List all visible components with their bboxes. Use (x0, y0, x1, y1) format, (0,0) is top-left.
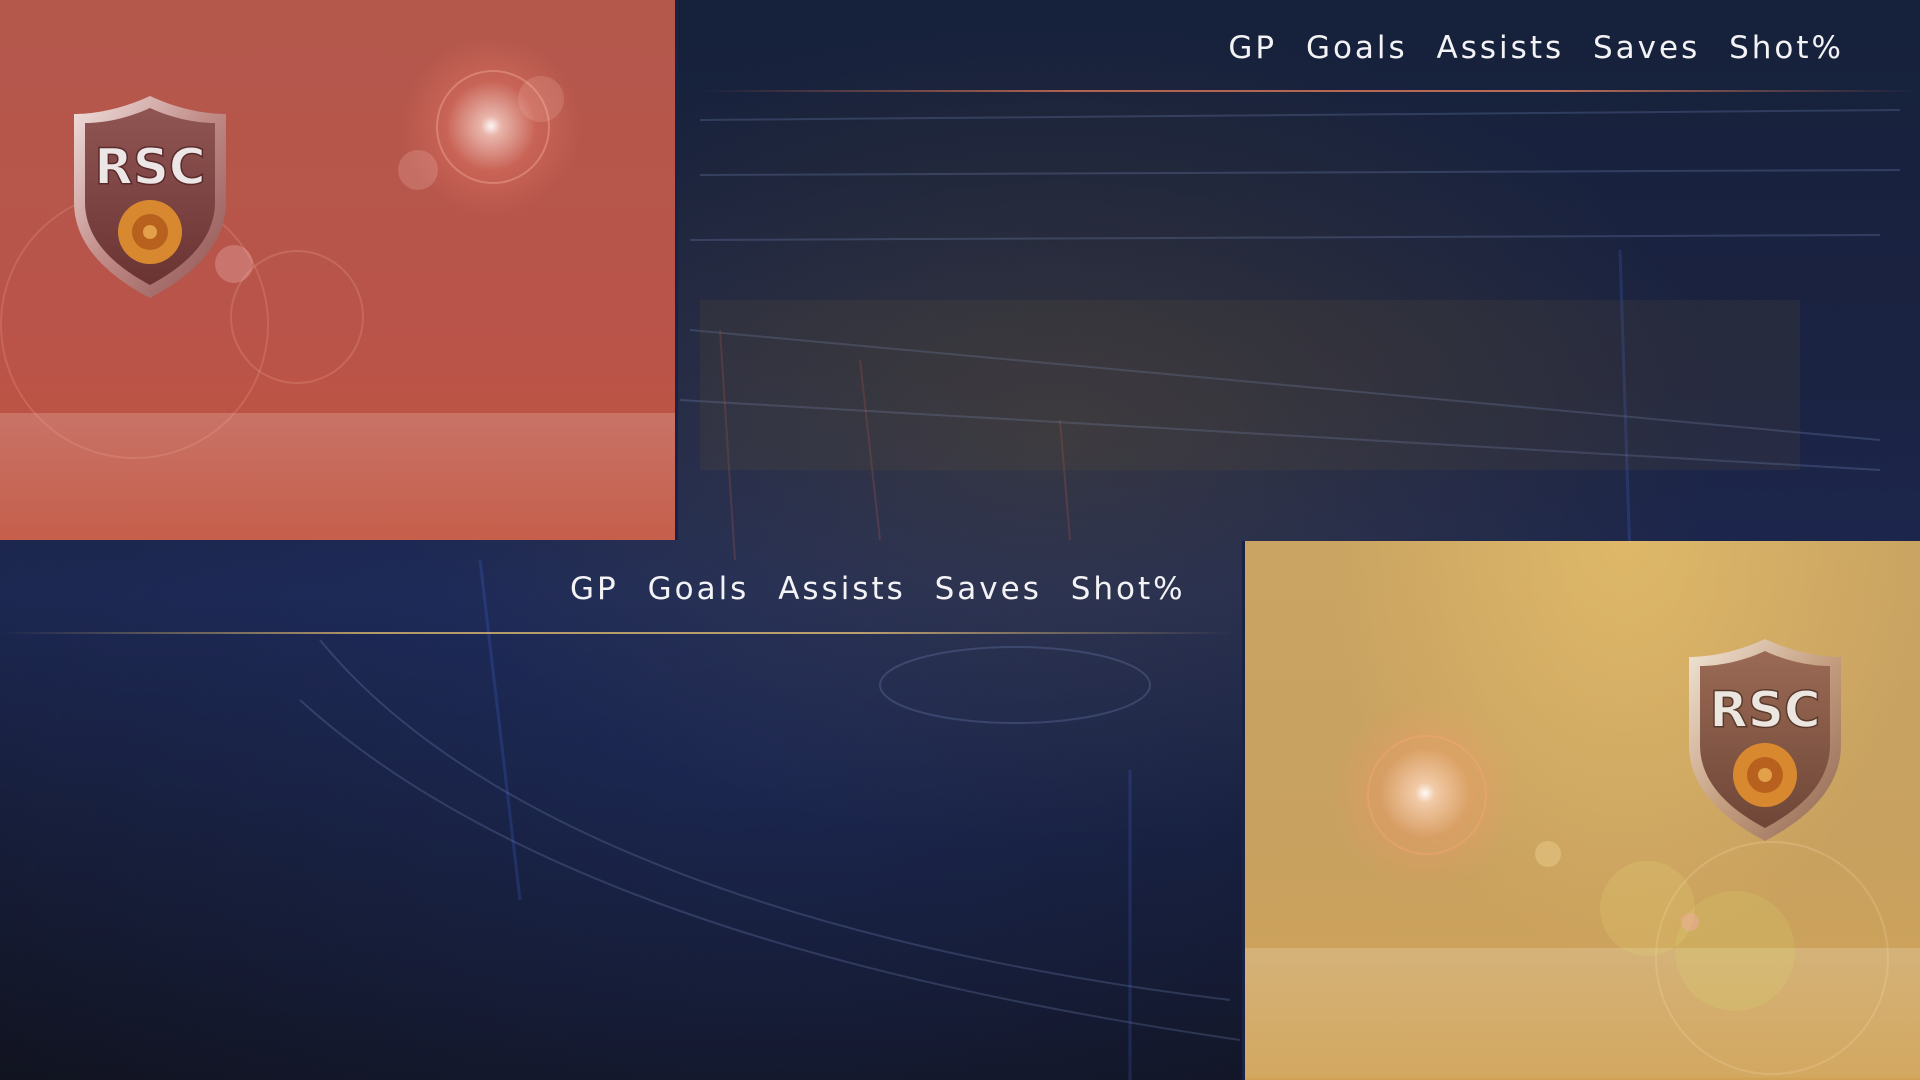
shield-logo-text: RSC (1709, 681, 1820, 739)
stats-header-top: GP Goals Assists Saves Shot% (1228, 30, 1844, 66)
lens-flare-orb (1675, 891, 1795, 1011)
header-shot-pct: Shot% (1070, 571, 1186, 607)
header-gp: GP (570, 571, 619, 607)
shield-logo-text: RSC (94, 138, 205, 196)
lens-flare-orb (518, 76, 564, 122)
lens-flare-orb (1600, 861, 1695, 956)
header-gp: GP (1228, 30, 1278, 66)
lens-flare-orb (1655, 841, 1889, 1075)
header-goals: Goals (647, 571, 750, 607)
stats-header-bottom: GP Goals Assists Saves Shot% (570, 571, 1186, 607)
team-panel-red: RSC (0, 0, 678, 540)
header-saves: Saves (934, 571, 1042, 607)
lens-flare-orb (1681, 913, 1699, 931)
team-panel-gold: RSC (1242, 541, 1920, 1080)
lens-flare-ring (436, 70, 550, 184)
header-shot-pct: Shot% (1729, 30, 1844, 66)
header-divider-top (700, 90, 1920, 92)
header-assists: Assists (778, 571, 906, 607)
header-saves: Saves (1592, 30, 1701, 66)
lens-flare-orb (215, 245, 253, 283)
header-goals: Goals (1305, 30, 1408, 66)
header-assists: Assists (1436, 30, 1565, 66)
rsc-shield-logo: RSC (74, 96, 226, 298)
header-divider-bottom (0, 632, 1235, 634)
lens-flare-orb (398, 150, 438, 190)
lens-flare-ring (1367, 735, 1487, 855)
lens-flare-orb (1535, 841, 1561, 867)
rsc-shield-logo: RSC (1689, 639, 1841, 841)
